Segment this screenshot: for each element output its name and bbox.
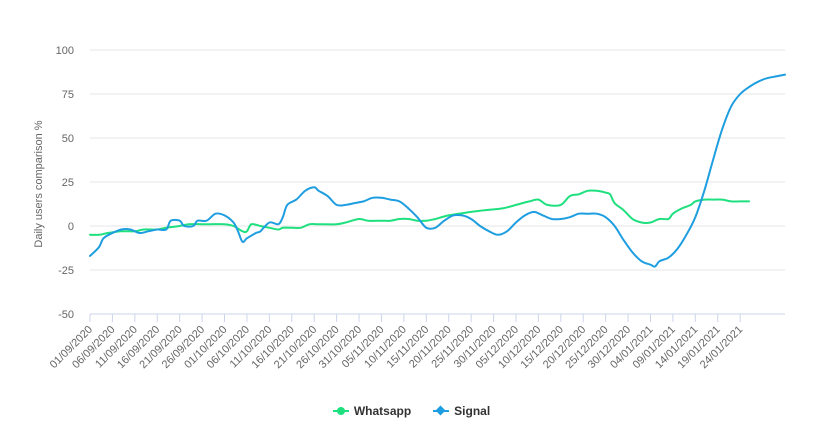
legend-label-whatsapp: Whatsapp [353, 404, 412, 418]
line-chart: 100 75 50 25 0 -25 -50 01/09/202006/09/202011/… [33, 45, 786, 371]
series-line-whatsapp[interactable] [89, 189, 751, 236]
y-tick-label: 50 [62, 133, 74, 145]
y-axis-tick-labels: 100 75 50 25 0 -25 -50 [56, 45, 74, 321]
legend-item-signal[interactable]: Signal [433, 404, 490, 418]
y-tick-label: 0 [68, 221, 74, 233]
x-axis-tick-labels: 01/09/202006/09/202011/09/202016/09/2020… [48, 324, 746, 371]
y-tick-label: -25 [58, 265, 74, 277]
y-axis-title: Daily users comparison % [33, 120, 45, 247]
series-lines [89, 73, 786, 268]
legend-label-signal: Signal [454, 404, 491, 418]
legend-item-whatsapp[interactable]: Whatsapp [332, 404, 412, 418]
grid-lines [90, 49, 785, 315]
series-line-signal[interactable] [89, 73, 786, 268]
y-tick-label: 25 [62, 177, 74, 189]
diamond-marker-icon [433, 405, 450, 417]
legend: Whatsapp Signal [0, 402, 823, 420]
circle-marker-icon [332, 405, 349, 417]
y-tick-label: 75 [62, 89, 74, 101]
x-axis [89, 313, 785, 322]
y-tick-label: 100 [56, 45, 74, 57]
y-tick-label: -50 [58, 309, 74, 321]
